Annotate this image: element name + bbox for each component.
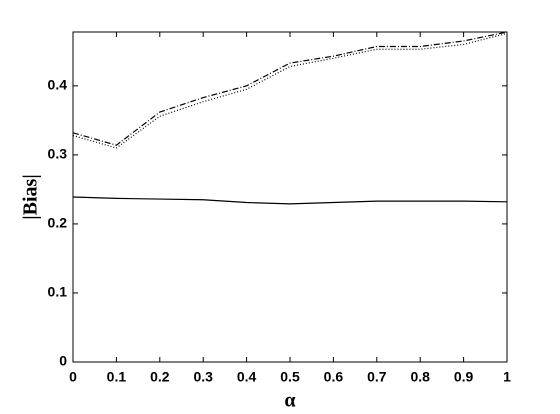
x-tick-label: 0.7 (367, 369, 387, 385)
x-axis-label: α (284, 390, 295, 412)
x-tick-label: 0.3 (193, 369, 213, 385)
x-tick-label: 0.2 (150, 369, 170, 385)
y-tick-label: 0.2 (48, 215, 68, 231)
x-tick-label: 0.8 (410, 369, 430, 385)
line-series (72, 196, 508, 205)
y-tick-label: 0.3 (48, 146, 68, 162)
x-tick-label: 0.6 (324, 369, 344, 385)
y-tick-label: 0.1 (48, 284, 68, 300)
line-series (72, 32, 508, 149)
y-tick-label: 0.4 (48, 77, 68, 93)
x-tick-label: 1 (503, 369, 511, 385)
axes-box (72, 31, 508, 363)
y-tick-label: 0 (59, 353, 67, 369)
y-axis-label: |Bias| (20, 174, 42, 220)
x-tick-label: 0.4 (237, 369, 257, 385)
x-tick-label: 0 (69, 369, 77, 385)
x-tick-label: 0.5 (280, 369, 300, 385)
x-tick-label: 0.9 (454, 369, 474, 385)
line-series (72, 31, 508, 146)
x-tick-label: 0.1 (107, 369, 127, 385)
